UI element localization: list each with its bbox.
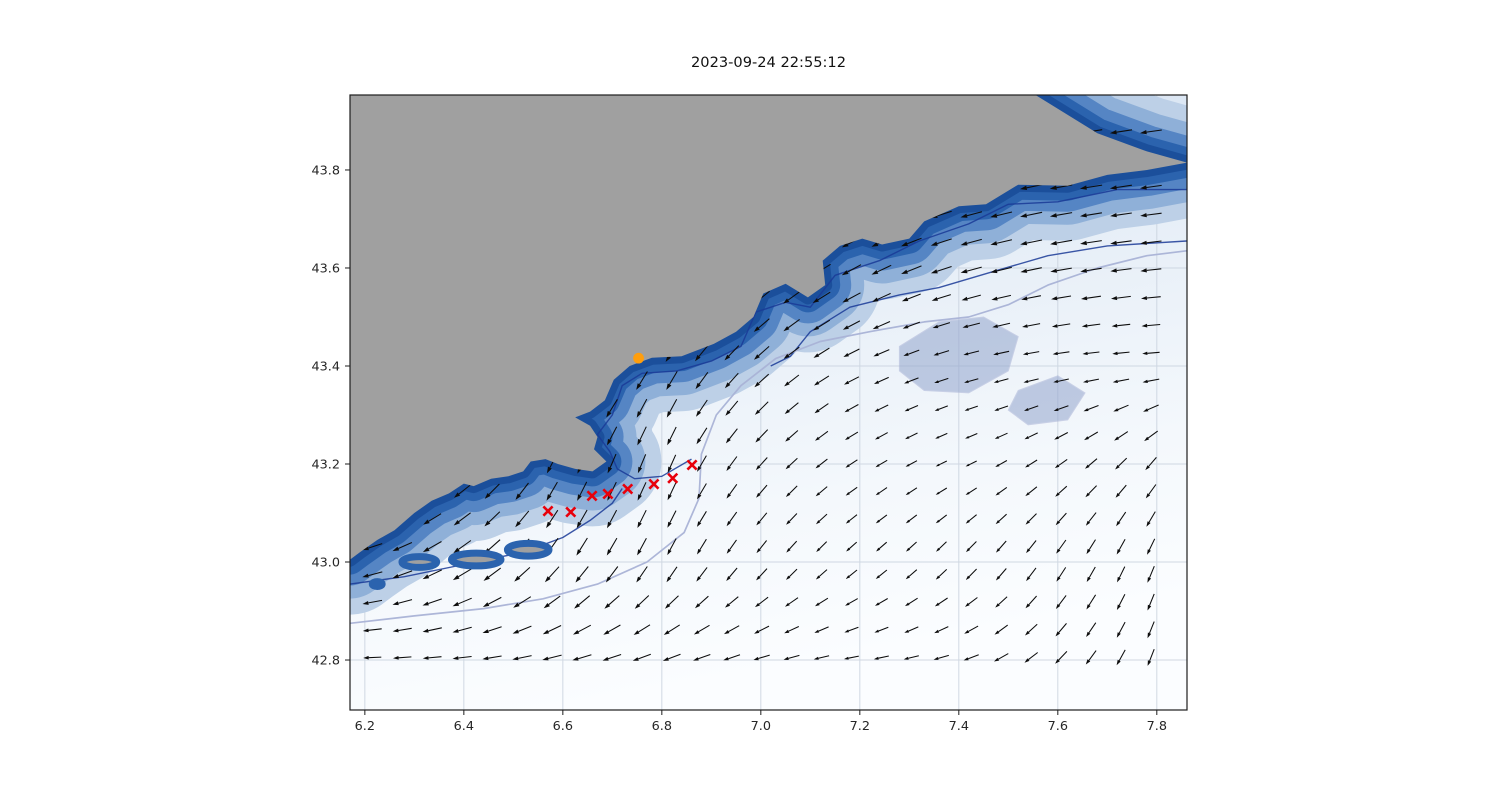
- x-tick-label: 7.0: [751, 719, 771, 734]
- plot-border: [349, 94, 1188, 711]
- x-tick-label: 6.6: [553, 719, 573, 734]
- island: [368, 578, 386, 591]
- track-marker-x: [602, 488, 614, 500]
- track-marker-x: [586, 490, 598, 502]
- island: [447, 549, 505, 570]
- y-tick-label: 43.4: [312, 360, 341, 375]
- y-tick-label: 43.0: [312, 556, 341, 571]
- chart-title: 2023-09-24 22:55:12: [691, 54, 846, 71]
- island: [398, 553, 441, 571]
- track-markers: [542, 459, 698, 518]
- offshore-water-patches: [898, 316, 1086, 426]
- x-tick-label: 7.4: [949, 719, 969, 734]
- y-tick-label: 43.6: [312, 262, 341, 277]
- x-tick-label: 7.8: [1147, 719, 1167, 734]
- release-point-marker: [633, 352, 644, 364]
- axes-frame: 6.2 6.4 6.6 6.8 7.0 7.2 7.4 7.6 7.8 42.8 43.0 43.2 4…: [312, 94, 1188, 734]
- track-marker-x: [667, 472, 679, 484]
- x-tick-label: 7.2: [850, 719, 870, 734]
- islands: [368, 539, 553, 591]
- track-marker-x: [622, 483, 634, 495]
- track-marker-x: [565, 506, 577, 518]
- x-tick-label: 6.8: [652, 719, 672, 734]
- x-tick-label: 7.6: [1048, 719, 1068, 734]
- x-tick-label: 6.2: [355, 719, 375, 734]
- land-mass: [350, 95, 1187, 560]
- x-tick-label: 6.4: [454, 719, 474, 734]
- y-tick-label: 43.2: [312, 458, 341, 473]
- y-tick-label: 42.8: [312, 654, 341, 669]
- track-marker-x: [686, 459, 698, 471]
- track-marker-x: [542, 505, 554, 517]
- plot-content: [350, 95, 1187, 710]
- y-tick-label: 43.8: [312, 164, 341, 179]
- island: [503, 539, 553, 560]
- track-marker-x: [648, 478, 660, 490]
